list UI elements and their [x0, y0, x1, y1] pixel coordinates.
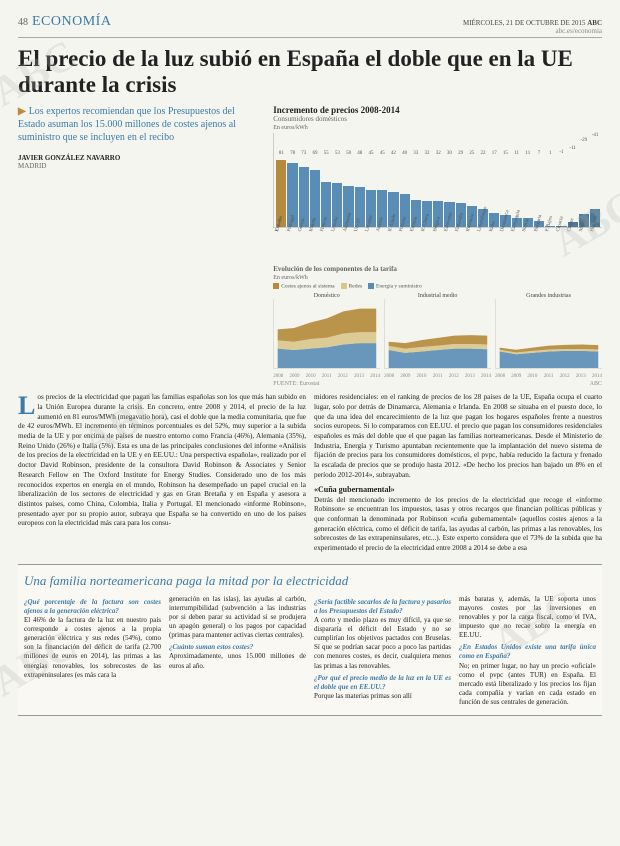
bar: 17: [489, 151, 499, 227]
body-col1: Los precios de la electricidad que pagan…: [18, 393, 306, 529]
body-col2b: Detrás del mencionado incremento de los …: [314, 496, 602, 554]
bar: -29: [579, 138, 589, 227]
bar: 33: [411, 151, 421, 227]
chart-title: Incremento de precios 2008-2014: [273, 105, 602, 115]
qa-col: generación en las islas), las ayudas al …: [169, 595, 306, 707]
chart-subtitle: Consumidores domésticos En euros/kWh: [273, 115, 602, 131]
page-header: 48 ECONOMÍA MIÉRCOLES, 21 DE OCTUBRE DE …: [18, 12, 602, 38]
page-number: 48: [18, 17, 28, 28]
body-col2a: midores residenciales: en el ranking de …: [314, 393, 602, 480]
article-body: Los precios de la electricidad que pagan…: [18, 393, 602, 554]
qa-col: ¿Qué porcentaje de la factura son costes…: [24, 595, 161, 707]
bar-chart: 8178736955535048454542403332323029252217…: [273, 133, 602, 228]
bar: -41: [590, 133, 600, 227]
bar: 53: [332, 151, 342, 227]
arrow-icon: ▶: [18, 106, 26, 117]
qa-col: ¿Sería factible sacarlos de la factura y…: [314, 595, 451, 707]
bar: 48: [355, 151, 365, 227]
section-name: ECONOMÍA: [32, 14, 111, 29]
qa-box-title: Una familia norteamericana paga la mitad…: [24, 573, 596, 589]
bar: 32: [433, 151, 443, 227]
subhead: ▶Los expertos recomiendan que los Presup…: [18, 105, 263, 144]
bar: 11: [523, 151, 533, 227]
qa-columns: ¿Qué porcentaje de la factura son costes…: [24, 595, 596, 707]
area-panel: Industrial medio200820092010201120122013…: [384, 293, 491, 379]
area-panel: Grandes industrias2008200920102011201220…: [495, 293, 602, 379]
byline-author: JAVIER GONZÁLEZ NAVARRO: [18, 154, 263, 162]
area-legend: Costes ajenos al sistemaRedesEnergía y s…: [273, 283, 602, 289]
area-title: Evolución de los componentes de la tarif…: [273, 265, 602, 281]
bar: 55: [321, 151, 331, 227]
area-charts: Doméstico2008200920102011201220132014Ind…: [273, 293, 602, 379]
bar-labels: EspañaPortugalGreciaIrlandaFranciaLetoni…: [273, 228, 602, 259]
byline-location: MADRID: [18, 162, 263, 170]
headline: El precio de la luz subió en España el d…: [18, 46, 602, 99]
bar: 69: [310, 151, 320, 227]
bar: 73: [299, 151, 309, 227]
qa-box: Una familia norteamericana paga la mitad…: [18, 564, 602, 716]
bar: 40: [400, 151, 410, 227]
area-panel: Doméstico2008200920102011201220132014: [273, 293, 380, 379]
bar: 45: [377, 151, 387, 227]
subsection-title: «Cuña gubernamental»: [314, 485, 602, 494]
dateline: MIÉRCOLES, 21 DE OCTUBRE DE 2015 ABC abc…: [463, 19, 602, 35]
chart-source: FUENTE: EurostatABC: [273, 381, 602, 387]
bar: -11: [568, 146, 578, 227]
qa-col: más baratas y, además, la UE soporta uno…: [459, 595, 596, 707]
bar-chart-container: Incremento de precios 2008-2014 Consumid…: [273, 105, 602, 387]
